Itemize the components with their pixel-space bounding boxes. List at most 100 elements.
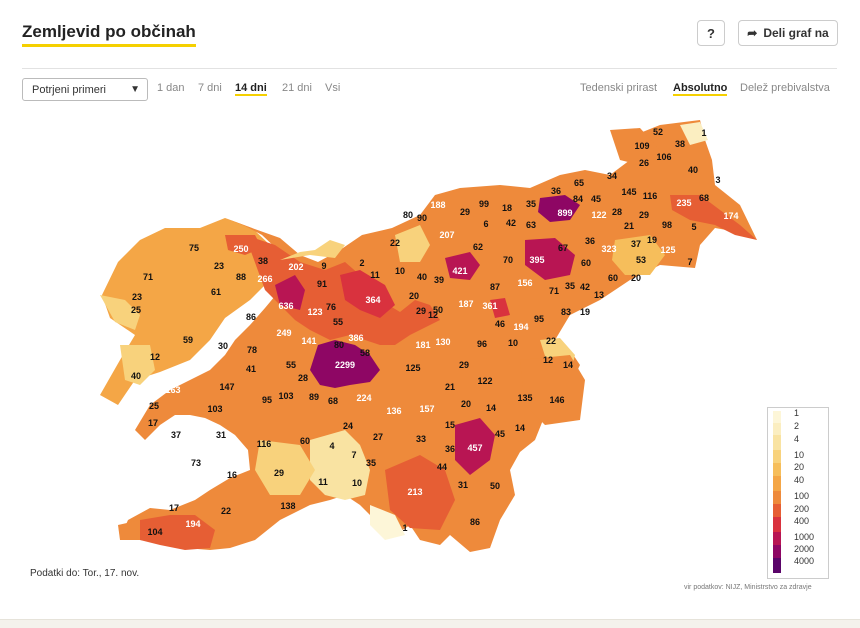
region-pale-west [100,295,140,330]
map-value: 174 [723,211,738,221]
map-value: 130 [435,337,450,347]
map-value: 17 [169,503,179,513]
map-value: 38 [258,256,268,266]
map-value: 10 [352,478,362,488]
map-value: 17 [148,418,158,428]
legend-swatch [773,463,781,476]
map-value: 109 [634,141,649,151]
metric-select[interactable]: Potrjeni primeri ▼ [22,78,148,101]
map-value: 27 [373,432,383,442]
mode-absolute[interactable]: Absolutno [673,82,728,96]
range-all[interactable]: Vsi [325,82,341,94]
legend-swatch [773,558,781,573]
map-value: 31 [458,480,468,490]
map-value: 6 [483,219,488,229]
map-value: 20 [409,291,419,301]
map-value: 86 [470,517,480,527]
map-value: 136 [386,406,401,416]
map-value: 36 [585,236,595,246]
map-value: 12 [428,310,438,320]
map-value: 899 [557,208,572,218]
map-value: 103 [278,391,293,401]
map-value: 11 [370,270,380,280]
help-button[interactable]: ? [697,20,725,46]
share-button[interactable]: ➦ Deli graf na [738,20,838,46]
map-value: 15 [445,420,455,430]
map-value: 163 [165,385,180,395]
legend-swatch [773,504,781,517]
region-kranj [275,275,305,310]
map-value: 86 [246,312,256,322]
region-prekmurje-light [610,128,660,165]
footer-bar [0,619,860,628]
range-21-days[interactable]: 21 dni [282,82,312,94]
legend-label: 2000 [794,544,815,554]
map-value: 70 [503,255,513,265]
map-value: 36 [551,186,561,196]
map-value: 361 [482,301,497,311]
map-value: 116 [257,439,272,449]
map-value: 266 [257,274,272,284]
range-7-days[interactable]: 7 dni [198,82,222,94]
map-value: 78 [247,345,257,355]
map-value: 125 [660,245,675,255]
region-novo-mesto [455,418,495,475]
map-value: 187 [458,299,473,309]
map-value: 45 [591,194,601,204]
chevron-down-icon: ▼ [130,84,140,95]
map-value: 25 [149,401,159,411]
map-value: 39 [434,275,444,285]
map-value: 90 [417,213,427,223]
map-value: 35 [565,281,575,291]
map-value: 181 [415,340,430,350]
map-value: 99 [479,199,489,209]
map-value: 38 [675,139,685,149]
map-value: 76 [326,302,336,312]
legend-swatch [773,517,781,532]
map-value: 156 [517,278,532,288]
map-value: 29 [459,360,469,370]
map-value: 14 [563,360,573,370]
map-value: 34 [607,171,617,181]
legend-swatch [773,435,781,450]
region-south-pale [255,440,315,495]
map-value: 122 [591,210,606,220]
legend-swatch [773,545,781,558]
map-value: 2 [359,258,364,268]
range-14-days[interactable]: 14 dni [235,82,267,96]
map-value: 103 [207,404,222,414]
map-value: 40 [688,165,698,175]
map-value: 29 [460,207,470,217]
map-value: 35 [366,458,376,468]
region-slovenske [140,515,215,550]
mode-weekly-growth[interactable]: Tedenski prirast [580,82,658,94]
map-value: 75 [189,243,199,253]
map-value: 42 [506,218,516,228]
map-value: 141 [301,336,316,346]
map-value: 106 [656,152,671,162]
region-kostel [370,505,405,540]
map-value: 26 [639,158,649,168]
map-value: 7 [351,450,356,460]
map-value: 91 [317,279,327,289]
map-value: 146 [549,395,564,405]
map-value: 14 [515,423,525,433]
map-value: 42 [580,282,590,292]
region-east-yellow [612,235,665,275]
region-maribor [538,195,580,222]
mode-population-share[interactable]: Delež prebivalstva [740,82,830,94]
map-value: 22 [546,336,556,346]
region-kobarid [225,235,262,255]
page-title: Zemljevid po občinah [22,22,196,47]
region-pale-south [310,430,370,500]
map-value: 55 [333,317,343,327]
legend-swatch [773,491,781,504]
range-1-day[interactable]: 1 dan [157,82,185,94]
map-value: 202 [288,262,303,272]
map-value: 122 [477,376,492,386]
map-value: 1 [701,128,706,138]
map-value: 3 [715,175,720,185]
map-value: 235 [676,198,691,208]
map-value: 7 [687,257,692,267]
